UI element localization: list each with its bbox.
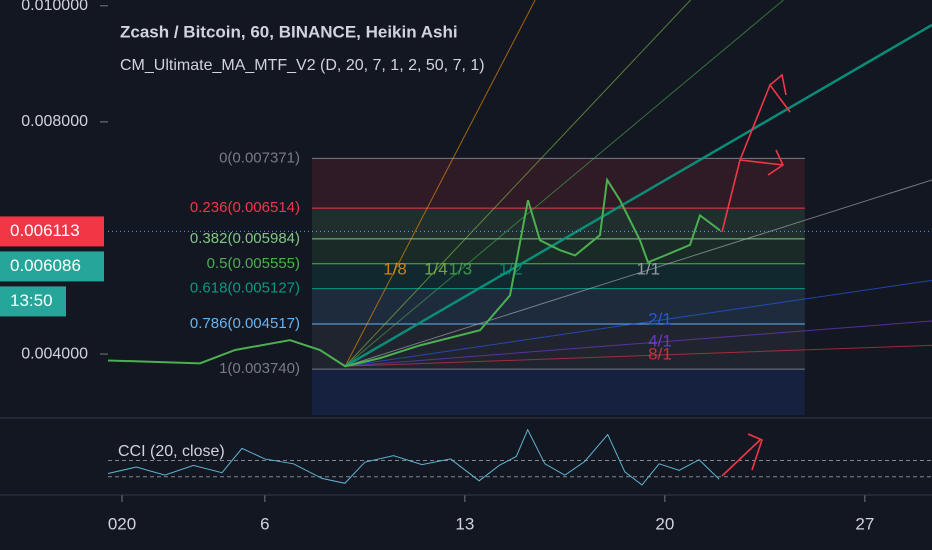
fib-label: 0.618(0.005127) xyxy=(190,280,300,297)
price-badge xyxy=(0,251,104,282)
indicator-title: CM_Ultimate_MA_MTF_V2 (D, 20, 7, 1, 2, 5… xyxy=(120,57,485,74)
fan-label: 1/1 xyxy=(636,259,660,278)
fib-band xyxy=(312,263,805,289)
fib-band xyxy=(312,369,805,415)
x-tick-label: 6 xyxy=(260,514,269,533)
x-tick-label: 20 xyxy=(655,514,674,533)
chart-title: Zcash / Bitcoin, 60, BINANCE, Heikin Ash… xyxy=(120,22,458,41)
fan-line xyxy=(345,320,932,367)
fan-line xyxy=(344,0,784,367)
arrow xyxy=(721,433,763,477)
fib-band xyxy=(312,324,805,370)
annotation-arrows xyxy=(721,73,791,477)
fib-label: 1(0.003740) xyxy=(219,360,300,377)
fan-label: 1/4 xyxy=(424,259,448,278)
fan-label: 1/3 xyxy=(448,259,472,278)
price-line xyxy=(107,177,721,368)
cci-line xyxy=(107,428,720,486)
fib-label: 0(0.007371) xyxy=(219,149,300,166)
y-tick-label: 0.008000 xyxy=(21,113,88,130)
fan-label: 4/1 xyxy=(648,331,672,350)
fan-line xyxy=(344,179,932,367)
price-badge xyxy=(0,216,104,247)
countdown-label: 13:50 xyxy=(10,291,53,310)
fan-line xyxy=(344,0,691,367)
fib-band xyxy=(312,208,805,239)
arrow xyxy=(721,73,791,233)
fan-line xyxy=(344,0,536,367)
fan-label: 1/8 xyxy=(383,259,407,278)
fib-label: 0.382(0.005984) xyxy=(190,230,300,247)
fan-label: 1/2 xyxy=(499,259,523,278)
fib-label: 0.236(0.006514) xyxy=(190,199,300,216)
fan-label: 8/1 xyxy=(648,345,672,364)
fan-line xyxy=(345,344,932,367)
x-tick-label: 020 xyxy=(108,514,136,533)
price-badge-label: 0.006113 xyxy=(10,221,80,240)
x-tick-label: 27 xyxy=(855,514,874,533)
plot-layer: 0(0.007371) 0.236(0.006514) 0.382(0.005984… xyxy=(0,0,932,533)
fan-line xyxy=(345,279,932,367)
fib-label: 0.5(0.005555) xyxy=(207,255,300,272)
fib-band xyxy=(312,288,805,325)
fan-line xyxy=(344,23,932,368)
fan-label: 2/1 xyxy=(648,310,672,329)
countdown-badge xyxy=(0,286,66,317)
x-tick-label: 13 xyxy=(455,514,474,533)
price-badge-label: 0.006086 xyxy=(10,256,81,275)
cci-title: CCI (20, close) xyxy=(118,443,225,460)
y-tick-label: 0.004000 xyxy=(21,345,88,362)
y-tick-label: 0.010000 xyxy=(21,0,88,14)
fib-label: 0.786(0.004517) xyxy=(190,315,300,332)
fib-band xyxy=(312,158,805,209)
